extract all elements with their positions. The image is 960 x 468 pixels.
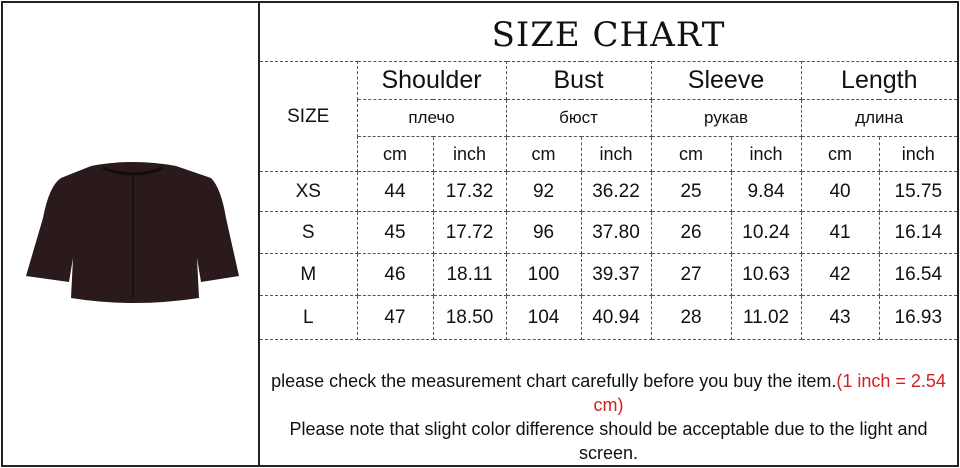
fur-jacket-image (26, 162, 239, 303)
table-row: M 46 18.11 100 39.37 27 10.63 42 16.54 (260, 253, 958, 296)
measurement-cell: 96 (505, 211, 582, 254)
note-conversion: (1 inch = 2.54 cm) (593, 371, 946, 415)
size-label: XS (260, 171, 358, 212)
measurement-cell: 46 (356, 253, 434, 296)
measurement-cell: 44 (356, 171, 434, 212)
measurement-cell: 37.80 (580, 211, 652, 254)
measurement-cell: 17.72 (432, 211, 507, 254)
measurement-cell: 28 (650, 295, 732, 340)
table-row: L 47 18.50 104 40.94 28 11.02 43 16.93 (260, 295, 958, 340)
note-measure: please check the measurement chart caref… (271, 371, 837, 391)
measurement-cell: 10.24 (730, 211, 802, 254)
measurement-cell: 16.93 (878, 295, 958, 340)
measurement-cell: 15.75 (878, 171, 958, 212)
unit-inch: inch (878, 136, 958, 172)
unit-inch: inch (432, 136, 507, 172)
unit-inch: inch (730, 136, 802, 172)
size-header: SIZE (260, 61, 358, 172)
size-chart: SIZE CHART SIZE Shoulder Bust Sleeve Len… (260, 3, 958, 465)
measurement-cell: 41 (800, 211, 880, 254)
measurement-cell: 17.32 (432, 171, 507, 212)
measurement-cell: 92 (505, 171, 582, 212)
header-bust: Bust (505, 61, 652, 100)
unit-cm: cm (650, 136, 732, 172)
unit-cm: cm (800, 136, 880, 172)
measurement-cell: 18.11 (432, 253, 507, 296)
measurement-cell: 100 (505, 253, 582, 296)
measurement-cell: 36.22 (580, 171, 652, 212)
note-color: Please note that slight color difference… (289, 419, 928, 463)
unit-cm: cm (357, 136, 434, 172)
header-shoulder-ru: плечо (357, 99, 507, 137)
measurement-cell: 16.14 (878, 211, 958, 254)
header-length: Length (800, 61, 958, 100)
measurement-cell: 42 (800, 253, 880, 296)
header-bust-ru: бюст (505, 99, 652, 137)
size-label: M (260, 253, 358, 296)
header-shoulder: Shoulder (356, 61, 507, 100)
measurement-cell: 43 (800, 295, 880, 340)
measurement-cell: 18.50 (432, 295, 507, 340)
measurement-cell: 16.54 (878, 253, 958, 296)
measurement-cell: 40 (800, 171, 880, 212)
measurement-cell: 9.84 (730, 171, 802, 212)
header-sleeve: Sleeve (650, 61, 802, 100)
notes: please check the measurement chart caref… (260, 369, 957, 465)
table-row: S 45 17.72 96 37.80 26 10.24 41 16.14 (260, 211, 958, 254)
measurement-cell: 40.94 (580, 295, 652, 340)
measurement-cell: 45 (356, 211, 434, 254)
chart-title: SIZE CHART (491, 15, 726, 55)
unit-cm: cm (505, 136, 582, 172)
measurement-cell: 47 (356, 295, 434, 340)
size-table: SIZE Shoulder Bust Sleeve Length плечо б… (260, 61, 958, 340)
measurement-cell: 10.63 (730, 253, 802, 296)
product-image-panel (3, 3, 260, 465)
header-length-ru: длина (800, 99, 958, 137)
header-sleeve-ru: рукав (650, 99, 802, 137)
size-label: S (260, 211, 358, 254)
measurement-cell: 39.37 (580, 253, 652, 296)
measurement-cell: 26 (650, 211, 732, 254)
measurement-cell: 11.02 (730, 295, 802, 340)
measurement-cell: 27 (650, 253, 732, 296)
unit-inch: inch (580, 136, 652, 172)
measurement-cell: 25 (650, 171, 732, 212)
measurement-cell: 104 (505, 295, 582, 340)
size-label: L (260, 295, 358, 340)
table-row: XS 44 17.32 92 36.22 25 9.84 40 15.75 (260, 171, 958, 212)
